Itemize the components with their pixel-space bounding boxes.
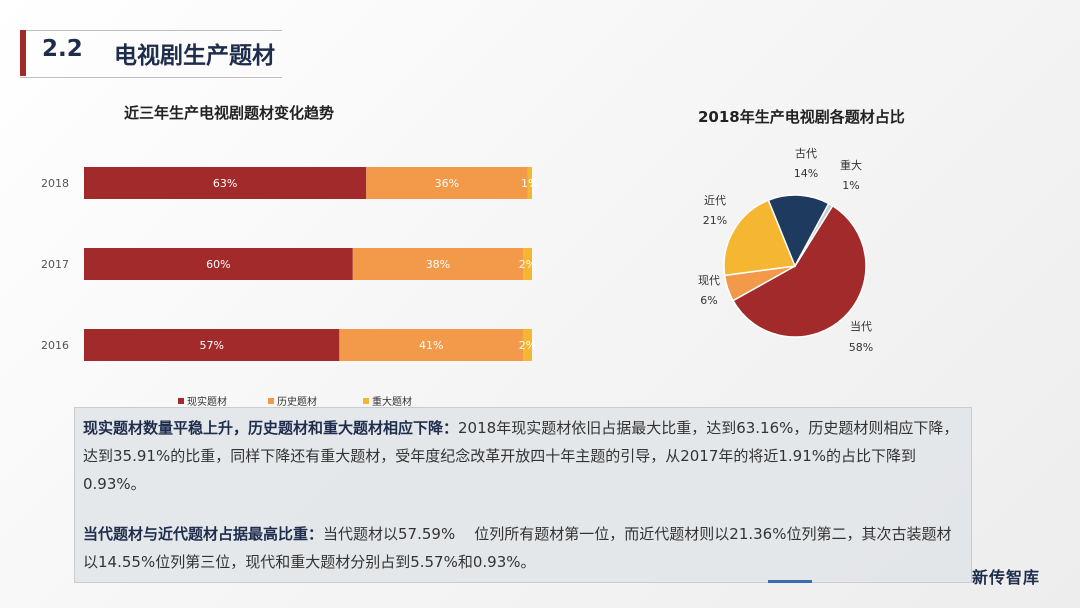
pie-slice-percent: 14% xyxy=(794,167,818,180)
section-number: 2.2 xyxy=(42,36,83,62)
bar-segment xyxy=(523,248,532,280)
bar-data-label: 63% xyxy=(213,177,237,190)
pie-slice xyxy=(794,202,834,267)
section-title: 电视剧生产题材 xyxy=(114,43,275,69)
pie-slice xyxy=(731,204,867,338)
pie-slice-name: 古代 xyxy=(795,147,817,160)
bar-category-label: 2018 xyxy=(41,177,69,190)
bar-segment xyxy=(84,248,353,280)
bar-segment xyxy=(352,248,524,280)
pie-slice xyxy=(723,199,797,277)
paragraph-2: 当代题材与近代题材占据最高比重：当代题材以57.59% 位列所有题材第一位，而近… xyxy=(83,520,963,576)
legend-swatch xyxy=(268,398,274,404)
legend-label: 现实题材 xyxy=(187,395,227,408)
paragraph-2-heading: 当代题材与近代题材占据最高比重： xyxy=(83,525,324,543)
paragraph-1-body: 2018年现实题材依旧占据最大比重，达到63.16%，历史题材则相应下降，达到3… xyxy=(83,419,959,493)
pie-chart-title: 2018年生产电视剧各题材占比 xyxy=(698,108,905,126)
header-accent xyxy=(20,30,26,76)
bar-data-label: 60% xyxy=(206,258,230,271)
legend-label: 重大题材 xyxy=(372,395,412,408)
bar-segment xyxy=(339,329,524,361)
bar-segment xyxy=(523,329,532,361)
bar-data-label: 57% xyxy=(199,339,223,352)
bar-data-label: 2% xyxy=(519,258,536,271)
bar-segment xyxy=(84,167,367,199)
bar-data-label: 36% xyxy=(435,177,459,190)
bar-data-label: 38% xyxy=(426,258,450,271)
paragraph-1: 现实题材数量平稳上升，历史题材和重大题材相应下降：2018年现实题材依旧占据最大… xyxy=(83,414,963,498)
summary-textbox: 现实题材数量平稳上升，历史题材和重大题材相应下降：2018年现实题材依旧占据最大… xyxy=(74,407,972,583)
bar-chart-title: 近三年生产电视剧题材变化趋势 xyxy=(124,104,335,122)
watermark-logo: 新传智库 xyxy=(972,568,1041,587)
pie-slice-percent: 21% xyxy=(703,214,727,227)
accent-line xyxy=(768,580,812,583)
header-bar xyxy=(20,30,282,78)
paragraph-2-body: 当代题材以57.59% 位列所有题材第一位，而近代题材则以21.36%位列第二，… xyxy=(83,525,952,571)
pie-slice-name: 现代 xyxy=(698,274,720,287)
bar-category-label: 2017 xyxy=(41,258,69,271)
pie-slice-name: 重大 xyxy=(840,158,862,172)
legend-swatch xyxy=(178,398,184,404)
bar-category-label: 2016 xyxy=(41,339,69,352)
bar-data-label: 41% xyxy=(419,339,443,352)
bar-data-label: 1% xyxy=(521,177,538,190)
bar-segment xyxy=(84,329,340,361)
legend-swatch xyxy=(363,398,369,404)
bar-data-label: 2% xyxy=(519,339,536,352)
pie-slice-percent: 1% xyxy=(842,179,859,192)
bar-segment xyxy=(366,167,528,199)
bar-segment xyxy=(527,167,532,199)
pie-slice-name: 近代 xyxy=(704,194,726,207)
pie-slice-percent: 6% xyxy=(700,294,717,307)
legend-label: 历史题材 xyxy=(277,395,317,408)
pie-slice-percent: 58% xyxy=(849,341,873,354)
pie-slice-name: 当代 xyxy=(850,319,872,333)
paragraph-1-heading: 现实题材数量平稳上升，历史题材和重大题材相应下降： xyxy=(83,419,459,437)
pie-slice xyxy=(767,194,830,268)
